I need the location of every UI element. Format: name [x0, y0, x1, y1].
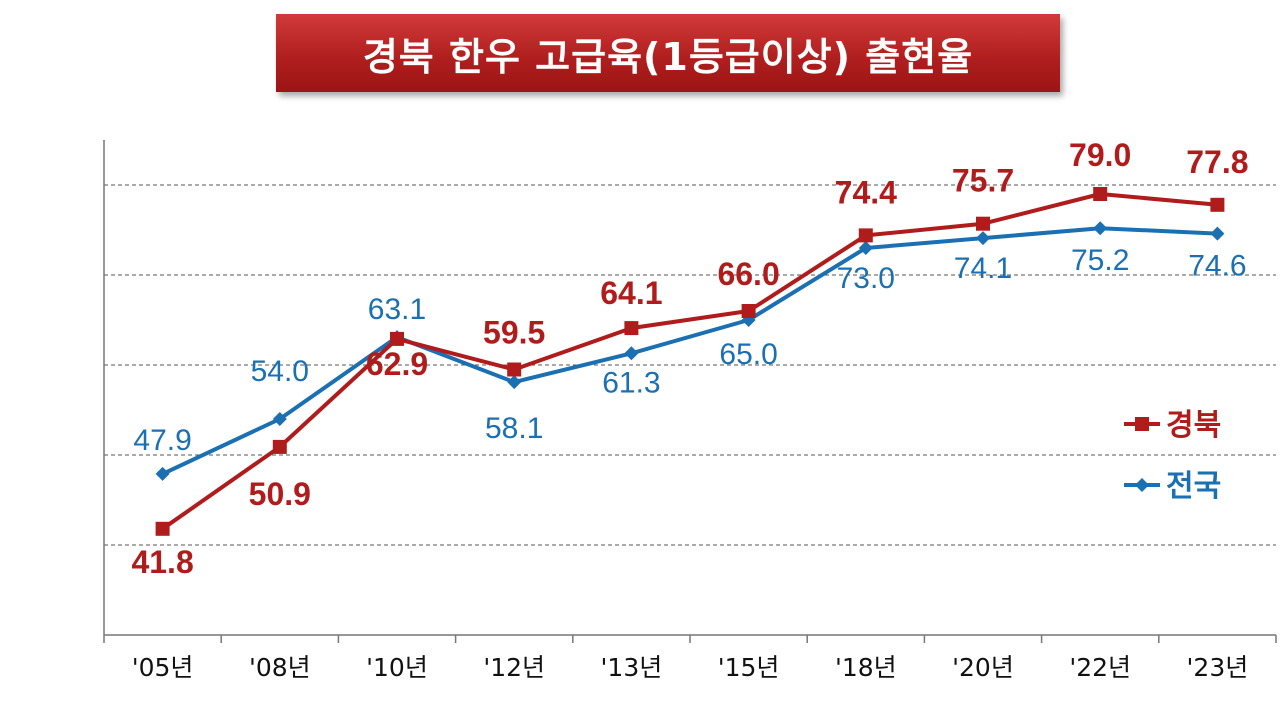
- point-gyeongbuk: [858, 228, 873, 243]
- point-gyeongbuk: [272, 439, 287, 454]
- data-label-national: 74.1: [954, 252, 1012, 285]
- data-label-gyeongbuk: 50.9: [249, 476, 311, 512]
- data-label-national: 73.0: [837, 262, 895, 295]
- data-label-national: 74.6: [1188, 250, 1246, 283]
- point-gyeongbuk: [624, 321, 639, 336]
- series-layer: [155, 187, 1225, 536]
- data-label-national: 54.0: [251, 355, 309, 388]
- point-gyeongbuk: [1210, 197, 1225, 212]
- point-national: [976, 231, 990, 246]
- axes: [103, 140, 1277, 643]
- point-gyeongbuk: [741, 304, 756, 318]
- series-line-gyeongbuk: [161, 192, 1218, 531]
- legend-label: 전국: [1166, 469, 1221, 504]
- data-label-gyeongbuk: 62.9: [366, 346, 428, 382]
- x-tick-label: '10년: [366, 653, 428, 682]
- x-tick-label: '08년: [249, 653, 311, 682]
- data-label-national: 61.3: [602, 366, 660, 399]
- legend-marker: [1135, 417, 1149, 431]
- chart-title: 경북 한우 고급육(1등급이상) 출현율: [362, 34, 974, 79]
- data-label-gyeongbuk: 74.4: [835, 174, 897, 210]
- point-gyeongbuk: [976, 216, 990, 231]
- point-national: [858, 241, 873, 255]
- x-tick-label: '22년: [1069, 653, 1131, 682]
- data-label-gyeongbuk: 66.0: [717, 256, 779, 292]
- point-national: [1210, 226, 1225, 241]
- x-tick-labels: '05년 '08년 '10년 '12년 '13년 '15년 '18년 '20년 '22년 '23년: [132, 653, 1248, 682]
- data-label-gyeongbuk: 59.5: [483, 315, 545, 351]
- x-tick-label: '15년: [718, 653, 780, 682]
- series-line-national: [161, 226, 1218, 476]
- data-label-national: 75.2: [1071, 244, 1129, 277]
- x-tick-label: '18년: [835, 653, 897, 682]
- data-label-gyeongbuk: 64.1: [600, 275, 662, 311]
- data-label-gyeongbuk: 79.0: [1069, 137, 1131, 173]
- data-label-gyeongbuk: 77.8: [1186, 144, 1248, 180]
- x-tick-label: '05년: [132, 653, 194, 682]
- data-label-national: 58.1: [485, 412, 543, 445]
- legend-marker: [1135, 478, 1149, 492]
- data-labels: 41.8 50.9 62.9 59.5 64.1 66.0 74.4 75.7 79.0 77.8…: [131, 137, 1248, 580]
- point-gyeongbuk: [155, 521, 170, 536]
- x-tick-label: '12년: [483, 653, 545, 682]
- title-banner: 경북 한우 고급육(1등급이상) 출현율: [276, 14, 1060, 92]
- point-national: [507, 375, 522, 390]
- point-gyeongbuk: [390, 331, 404, 346]
- data-label-national: 47.9: [133, 424, 191, 457]
- data-label-national: 63.1: [368, 293, 426, 326]
- point-national: [624, 346, 639, 361]
- data-label-national: 65.0: [719, 338, 777, 371]
- data-label-gyeongbuk: 75.7: [952, 163, 1014, 199]
- point-national: [155, 466, 170, 481]
- legend-label: 경북: [1166, 408, 1221, 443]
- data-label-gyeongbuk: 41.8: [131, 544, 193, 580]
- point-national: [272, 412, 287, 426]
- point-gyeongbuk: [1093, 187, 1108, 201]
- grid-lines: [104, 184, 1276, 546]
- point-gyeongbuk: [507, 362, 522, 377]
- x-tick-label: '20년: [952, 653, 1014, 682]
- point-national: [1093, 221, 1108, 236]
- x-tick-label: '13년: [601, 653, 663, 682]
- x-tick-label: '23년: [1187, 653, 1249, 682]
